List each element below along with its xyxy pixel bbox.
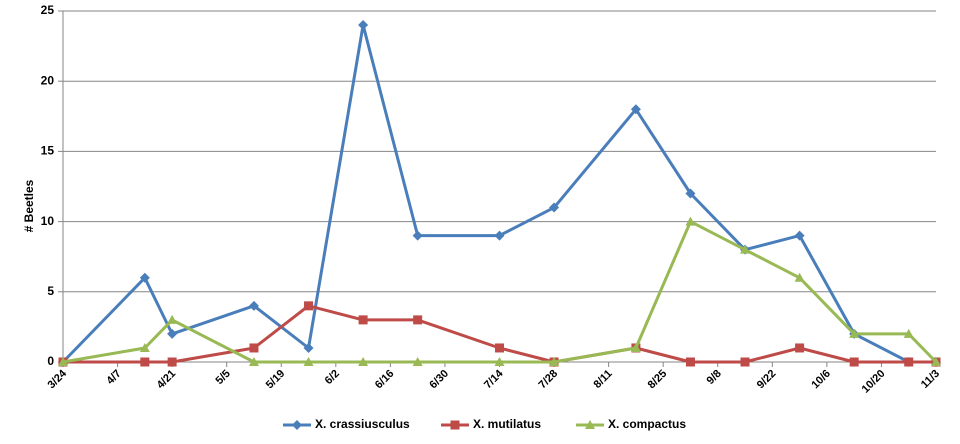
series-line <box>63 304 936 364</box>
data-point <box>167 328 178 339</box>
y-tick-label: 25 <box>41 3 55 17</box>
y-tick-label: 0 <box>47 354 54 368</box>
legend-marker <box>450 420 460 430</box>
data-point <box>794 272 805 282</box>
x-tick-label: 6/30 <box>427 368 451 392</box>
data-point <box>903 328 914 338</box>
data-point <box>549 202 560 213</box>
x-tick-label: 5/5 <box>214 368 233 387</box>
series-group <box>58 20 941 367</box>
legend-label: X. compactus <box>608 417 686 431</box>
data-point <box>549 357 560 366</box>
data-point <box>248 357 259 366</box>
data-point <box>495 343 504 353</box>
data-point <box>139 272 150 283</box>
x-tick-label: 7/28 <box>537 368 561 392</box>
data-point <box>630 342 641 352</box>
x-axis-ticks: 3/24 4/7 4/21 5/5 5/19 6/2 6/16 6/30 7/14 7/28 8/1… <box>45 362 942 396</box>
data-point <box>740 357 750 367</box>
legend-marker <box>585 420 595 429</box>
data-point <box>740 244 751 254</box>
y-tick-label: 10 <box>41 214 55 228</box>
data-point <box>167 314 178 324</box>
series-line <box>61 23 936 364</box>
data-point <box>494 230 505 241</box>
data-point <box>303 357 314 366</box>
data-point <box>358 20 369 31</box>
data-point <box>849 357 859 367</box>
data-point <box>849 328 860 338</box>
legend: X. crassiusculus X. mutilatus X. compactus <box>283 417 686 431</box>
y-tick-label: 20 <box>41 73 55 87</box>
data-point <box>412 230 423 241</box>
data-point <box>795 343 805 353</box>
data-point <box>685 216 696 226</box>
x-tick-label: 11/3 <box>919 368 942 391</box>
gridlines <box>63 10 936 293</box>
y-axis-ticks: 0 5 10 15 20 25 <box>41 3 63 368</box>
data-point <box>685 188 696 199</box>
data-point <box>139 342 150 352</box>
x-tick-label: 6/16 <box>373 368 397 392</box>
data-point <box>358 357 369 366</box>
data-point <box>494 357 505 366</box>
y-axis-label: # Beetles <box>22 179 36 232</box>
x-tick-label: 10/20 <box>860 368 888 396</box>
data-point <box>249 343 259 353</box>
x-tick-label: 9/22 <box>755 368 779 392</box>
y-tick-label: 5 <box>47 284 54 298</box>
legend-label: X. crassiusculus <box>315 417 410 431</box>
data-point <box>794 230 805 241</box>
x-tick-label: 4/21 <box>155 368 179 392</box>
data-point <box>248 300 259 311</box>
axes <box>62 11 936 363</box>
data-point <box>358 315 368 325</box>
x-tick-label: 7/14 <box>482 367 506 391</box>
data-point <box>304 301 314 311</box>
data-point <box>904 357 914 367</box>
x-tick-label: 4/7 <box>104 368 123 387</box>
data-point <box>140 357 150 367</box>
x-tick-label: 9/8 <box>705 368 724 387</box>
x-tick-label: 6/2 <box>323 368 342 387</box>
data-point <box>413 315 423 325</box>
series-2 <box>58 216 941 366</box>
x-tick-label: 8/25 <box>646 368 670 392</box>
x-tick-label: 8/11 <box>592 368 615 391</box>
data-point <box>167 357 177 367</box>
y-tick-label: 15 <box>41 144 55 158</box>
data-point <box>412 357 423 366</box>
x-tick-label: 5/19 <box>264 368 288 392</box>
data-point <box>303 342 314 353</box>
series-line <box>62 220 938 364</box>
series-0 <box>58 20 941 367</box>
data-point <box>58 357 68 366</box>
data-point <box>685 357 695 367</box>
data-point <box>630 104 641 115</box>
x-tick-label: 3/24 <box>45 367 69 391</box>
series-1 <box>58 301 941 367</box>
legend-marker <box>292 420 302 430</box>
x-tick-label: 10/6 <box>809 368 833 392</box>
legend-label: X. mutilatus <box>473 417 541 431</box>
data-point <box>931 357 941 366</box>
